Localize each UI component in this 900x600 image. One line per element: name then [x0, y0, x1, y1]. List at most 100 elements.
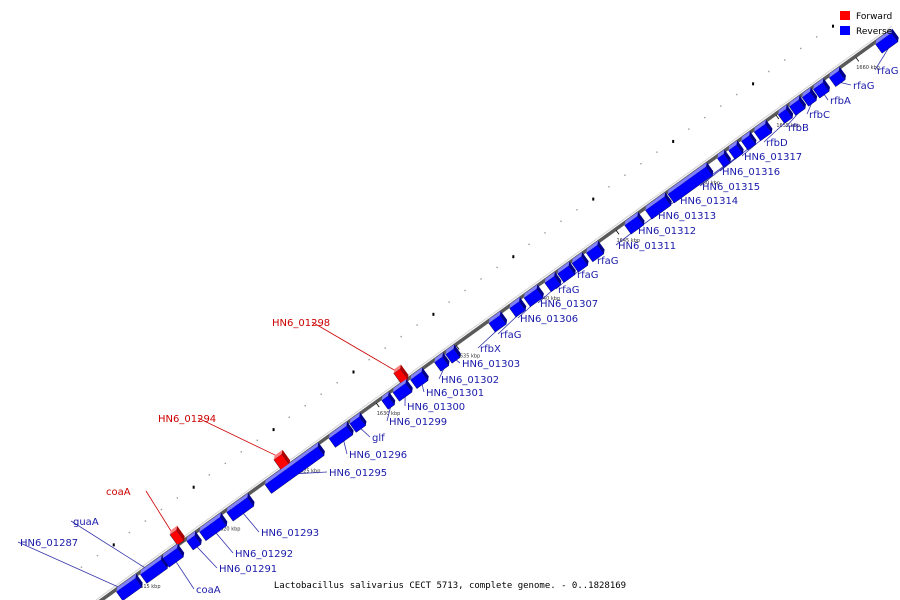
gene-label[interactable]: HN6_01302: [441, 375, 499, 386]
gene-feature[interactable]: [225, 493, 256, 522]
gene-label[interactable]: rfbC: [809, 110, 830, 121]
gene-label[interactable]: HN6_01317: [744, 152, 802, 163]
gene-label[interactable]: HN6_01296: [349, 450, 407, 461]
gene-label[interactable]: rfaG: [500, 330, 522, 341]
gene-label[interactable]: HN6_01291: [219, 564, 277, 575]
gene-label[interactable]: HN6_01312: [638, 226, 696, 237]
gene-feature[interactable]: [392, 364, 410, 385]
scale-dot: [560, 220, 562, 223]
gene-label[interactable]: HN6_01303: [462, 359, 520, 370]
genes-layer: [115, 28, 900, 600]
gene-label[interactable]: HN6_01293: [261, 528, 319, 539]
gene-leader-line: [70, 520, 157, 576]
gene-feature[interactable]: [348, 412, 368, 433]
gene-label[interactable]: rfbX: [480, 344, 501, 355]
gene-block-side: [536, 284, 544, 298]
gene-label[interactable]: coaA: [196, 585, 221, 596]
gene-feature[interactable]: [874, 28, 900, 54]
gene-label[interactable]: HN6_01301: [426, 388, 484, 399]
gene-label[interactable]: HN6_01314: [680, 196, 738, 207]
gene-label[interactable]: rfaG: [577, 270, 599, 281]
gene-feature[interactable]: [570, 252, 590, 273]
gene-feature[interactable]: [800, 87, 819, 107]
gene-block-side: [765, 119, 773, 133]
gene-feature[interactable]: [666, 162, 715, 204]
gene-label[interactable]: rfaG: [853, 81, 875, 92]
gene-feature[interactable]: [115, 573, 145, 600]
gene-block-top: [754, 119, 766, 132]
gene-label[interactable]: glf: [372, 433, 385, 444]
gene-label[interactable]: HN6_01287: [20, 538, 78, 549]
gene-feature[interactable]: [409, 367, 431, 389]
gene-label[interactable]: rfaG: [597, 256, 619, 267]
gene-block[interactable]: [571, 256, 589, 273]
scale-dot: [608, 186, 610, 188]
gene-feature[interactable]: [740, 131, 759, 151]
gene-feature[interactable]: [444, 344, 463, 364]
gene-feature[interactable]: [556, 261, 578, 283]
scale-dot: [656, 151, 658, 153]
gene-label[interactable]: HN6_01299: [389, 417, 447, 428]
gene-feature[interactable]: [716, 149, 733, 168]
gene-label[interactable]: HN6_01313: [658, 211, 716, 222]
gene-feature[interactable]: [827, 66, 847, 87]
gene-label[interactable]: HN6_01311: [618, 241, 676, 252]
gene-block[interactable]: [264, 446, 325, 494]
gene-feature[interactable]: [752, 119, 774, 142]
gene-feature[interactable]: [198, 512, 229, 542]
gene-feature[interactable]: [585, 240, 607, 263]
gene-block-side: [637, 211, 645, 225]
gene-feature[interactable]: [327, 421, 355, 448]
gene-leader-line: [386, 406, 392, 422]
gene-feature[interactable]: [185, 531, 204, 551]
gene-label[interactable]: coaA: [106, 487, 131, 498]
gene-block[interactable]: [544, 275, 562, 293]
scale-dot: [368, 358, 370, 361]
gene-block[interactable]: [162, 547, 184, 568]
gene-leader-line: [145, 490, 173, 533]
gene-label[interactable]: HN6_01300: [407, 402, 465, 413]
gene-label[interactable]: HN6_01298: [272, 318, 330, 329]
scale-dot: [288, 416, 290, 418]
gene-label[interactable]: HN6_01316: [722, 167, 780, 178]
gene-label[interactable]: guaA: [73, 517, 99, 528]
gene-block[interactable]: [169, 529, 185, 546]
gene-block-side: [798, 95, 806, 109]
gene-feature[interactable]: [522, 284, 545, 308]
gene-feature[interactable]: [508, 297, 528, 318]
gene-label[interactable]: HN6_01307: [540, 299, 598, 310]
gene-feature[interactable]: [487, 310, 509, 333]
gene-feature[interactable]: [623, 211, 646, 235]
scale-dot: [688, 128, 690, 130]
gene-feature[interactable]: [433, 352, 452, 372]
gene-feature[interactable]: [788, 95, 808, 116]
gene-label[interactable]: HN6_01306: [520, 314, 578, 325]
gene-feature[interactable]: [776, 104, 795, 124]
gene-label[interactable]: rfbD: [766, 138, 788, 149]
gene-feature[interactable]: [263, 442, 326, 494]
gene-feature[interactable]: [543, 271, 563, 293]
gene-label[interactable]: HN6_01295: [329, 468, 387, 479]
scale-dot: [96, 554, 99, 557]
gene-feature[interactable]: [391, 378, 414, 402]
gene-feature[interactable]: [644, 192, 674, 220]
gene-label[interactable]: HN6_01292: [235, 549, 293, 560]
scale-dot: [112, 543, 115, 547]
gene-feature[interactable]: [161, 543, 186, 568]
gene-label[interactable]: rfaG: [877, 66, 899, 77]
gene-leader-line: [242, 512, 260, 533]
gene-label[interactable]: rfbA: [830, 96, 851, 107]
gene-label[interactable]: HN6_01294: [158, 414, 216, 425]
scale-dot: [256, 439, 258, 442]
gene-feature[interactable]: [811, 78, 831, 99]
scale-dot: [224, 462, 227, 465]
gene-label[interactable]: rfbB: [788, 123, 809, 134]
gene-label[interactable]: rfaG: [558, 285, 580, 296]
legend-reverse-swatch: [840, 26, 850, 35]
gene-block-top: [523, 284, 538, 298]
gene-feature[interactable]: [380, 391, 397, 410]
gene-feature[interactable]: [168, 525, 186, 546]
gene-feature[interactable]: [727, 140, 746, 160]
gene-block-top: [778, 104, 787, 115]
gene-label[interactable]: HN6_01315: [702, 182, 760, 193]
